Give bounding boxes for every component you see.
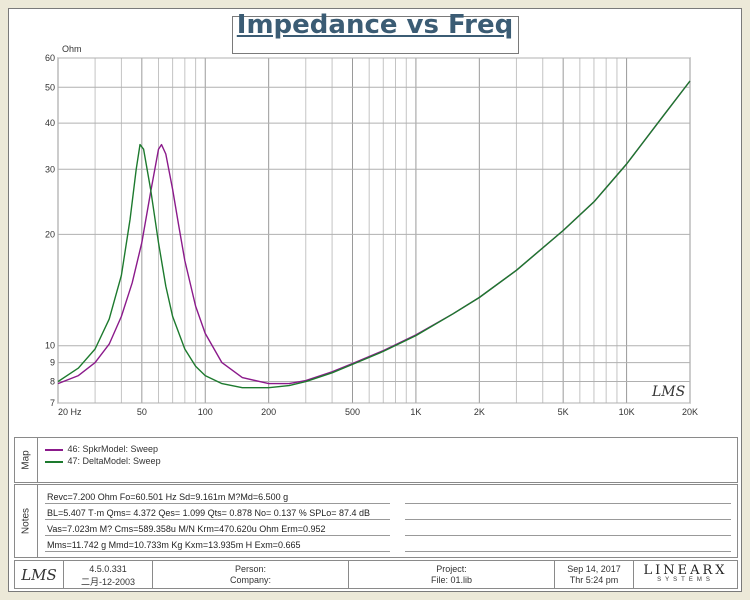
- legend-label-47: 47: DeltaModel: Sweep: [67, 456, 161, 466]
- x-tick-label: 5K: [558, 407, 569, 417]
- footer-bar: LMS 4.5.0.331 二月-12-2003 Person: Company…: [14, 560, 738, 589]
- y-tick-label: 10: [45, 341, 55, 351]
- note-row: Revc=7.200 Ohm Fo=60.501 Hz Sd=9.161m M?…: [45, 489, 731, 504]
- note-text: Revc=7.200 Ohm Fo=60.501 Hz Sd=9.161m M?…: [47, 492, 289, 502]
- file-label: File: 01.lib: [430, 575, 473, 585]
- notes-side-label: Notes: [15, 485, 38, 557]
- x-tick-label: 20 Hz: [58, 407, 82, 417]
- date-text: Sep 14, 2017: [567, 564, 621, 574]
- y-tick-label: 9: [50, 358, 55, 368]
- legend-entry-47[interactable]: 47: DeltaModel: Sweep: [45, 455, 161, 467]
- y-axis-label: Ohm: [62, 44, 82, 54]
- person-label: Person:: [234, 564, 267, 574]
- legend-label-46: 46: SpkrModel: Sweep: [67, 444, 159, 454]
- x-tick-label: 20K: [682, 407, 698, 417]
- map-panel: Map 46: SpkrModel: Sweep 47: DeltaModel:…: [14, 437, 738, 483]
- y-tick-label: 30: [45, 164, 55, 174]
- time-text: Thr 5:24 pm: [569, 575, 619, 585]
- x-tick-label: 200: [261, 407, 276, 417]
- chart-ticks: 20 Hz 50 100 200 500 1K 2K 5K 10K 20K 7 8 9 10 20 30 40 5…: [45, 53, 698, 417]
- chart-series: [57, 80, 691, 389]
- y-tick-label: 7: [50, 398, 55, 408]
- note-row: BL=5.407 T·m Qms= 4.372 Qes= 1.099 Qts= …: [45, 505, 731, 520]
- title-box: [232, 16, 519, 54]
- map-side-label: Map: [15, 438, 38, 482]
- y-tick-label: 60: [45, 53, 55, 63]
- lms-logo: LMS: [21, 566, 57, 584]
- plot-area: [57, 57, 691, 404]
- project-label: Project:: [436, 564, 467, 574]
- series-line-1: [57, 80, 691, 389]
- x-tick-label: 1K: [410, 407, 421, 417]
- version-date: 二月-12-2003: [80, 577, 136, 587]
- company-label: Company:: [229, 575, 272, 585]
- chart-grid: [57, 57, 691, 404]
- note-text: Vas=7.023m M? Cms=589.358u M/N Krm=470.6…: [47, 524, 326, 534]
- version-text: 4.5.0.331: [89, 564, 127, 574]
- lms-watermark: LMS: [651, 384, 685, 400]
- footer-project-cell: Project: File: 01.lib: [349, 561, 555, 588]
- footer-person-cell: Person: Company:: [153, 561, 349, 588]
- legend-swatch-46: [45, 448, 63, 451]
- x-tick-label: 100: [198, 407, 213, 417]
- note-text: Mms=11.742 g Mmd=10.733m Kg Kxm=13.935m …: [47, 540, 301, 550]
- notes-panel: Notes Revc=7.200 Ohm Fo=60.501 Hz Sd=9.1…: [14, 484, 738, 558]
- impedance-chart: 20 Hz 50 100 200 500 1K 2K 5K 10K 20K 7 8 9 10 20 30 40 5…: [45, 44, 698, 417]
- y-tick-label: 8: [50, 377, 55, 387]
- linearx-logo: LINEARX: [643, 563, 728, 578]
- legend-swatch-47: [45, 460, 63, 463]
- footer-brand-cell: LINEARX SYSTEMS: [634, 561, 737, 588]
- x-tick-label: 500: [345, 407, 360, 417]
- footer-date-cell: Sep 14, 2017 Thr 5:24 pm: [555, 561, 634, 588]
- y-tick-label: 50: [45, 82, 55, 92]
- footer-logo-cell: LMS: [15, 561, 64, 588]
- footer-version-cell: 4.5.0.331 二月-12-2003: [64, 561, 153, 588]
- x-tick-label: 2K: [474, 407, 485, 417]
- y-tick-label: 40: [45, 118, 55, 128]
- x-tick-label: 10K: [619, 407, 635, 417]
- y-tick-label: 20: [45, 229, 55, 239]
- note-row: Mms=11.742 g Mmd=10.733m Kg Kxm=13.935m …: [45, 537, 731, 552]
- linearx-sub: SYSTEMS: [657, 577, 714, 583]
- chart-title: Impedance vs Freq: [236, 10, 514, 40]
- x-tick-label: 50: [137, 407, 147, 417]
- note-row: Vas=7.023m M? Cms=589.358u M/N Krm=470.6…: [45, 521, 731, 536]
- legend-entry-46[interactable]: 46: SpkrModel: Sweep: [45, 443, 158, 455]
- note-text: BL=5.407 T·m Qms= 4.372 Qes= 1.099 Qts= …: [47, 508, 371, 518]
